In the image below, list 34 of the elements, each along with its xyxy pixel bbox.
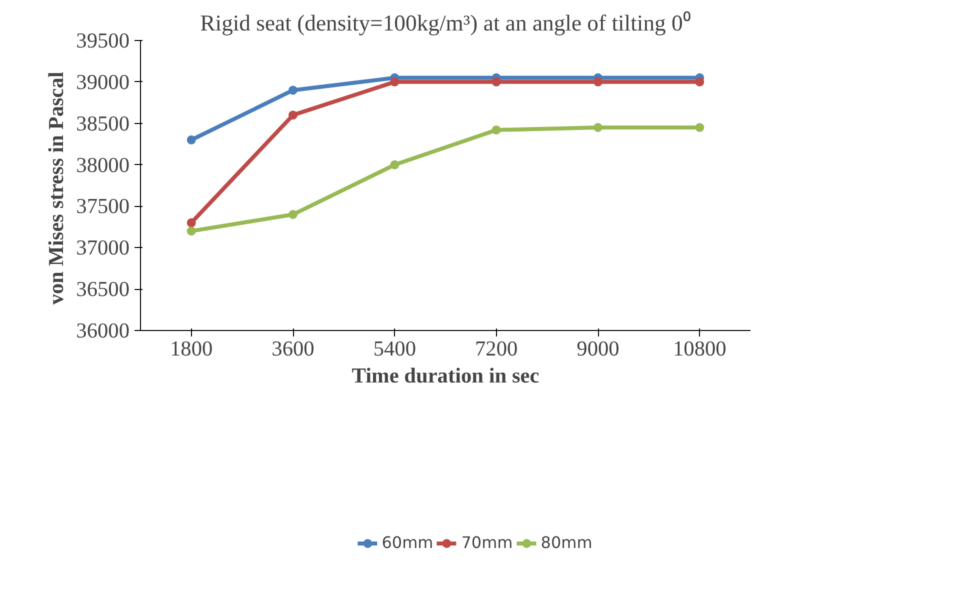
- point: [492, 125, 501, 134]
- y-tick-label: 39000: [76, 70, 130, 94]
- x-tick-label: 3600: [272, 336, 314, 360]
- point: [186, 218, 196, 228]
- y-axis-title: von Mises stress in Pascal: [44, 72, 68, 305]
- y-tick-label: 39500: [76, 28, 130, 52]
- point: [288, 210, 298, 219]
- y-tick-label: 36500: [76, 277, 130, 302]
- point: [594, 123, 602, 132]
- point: [288, 86, 298, 95]
- x-tick-label: 10800: [673, 336, 726, 360]
- x-tick-label: 5400: [373, 336, 416, 360]
- y-tick-label: 37500: [76, 194, 130, 218]
- point: [695, 77, 704, 86]
- point: [695, 123, 704, 132]
- x-tick-label: 7200: [475, 336, 518, 360]
- legend-label: 60mm: [382, 533, 434, 552]
- x-axis-title: Time duration in sec: [352, 364, 540, 388]
- y-tick-label: 37000: [76, 236, 130, 260]
- chart-title: Rigid seat (density=100kg/m³) at an angle of tilting 0⁰: [200, 10, 691, 36]
- point: [186, 226, 196, 236]
- point: [594, 77, 602, 86]
- point: [186, 135, 196, 144]
- y-tick-label: 38000: [76, 152, 130, 177]
- point: [288, 110, 298, 120]
- point: [492, 77, 501, 86]
- point: [390, 160, 400, 170]
- x-tick-label: 1800: [170, 336, 213, 360]
- y-tick-label: 36000: [76, 318, 130, 342]
- legend-label: 70mm: [461, 533, 513, 552]
- x-tick-label: 9000: [576, 336, 620, 360]
- y-tick-label: 38500: [76, 111, 130, 136]
- point: [390, 77, 400, 86]
- legend-label: 80mm: [540, 533, 592, 552]
